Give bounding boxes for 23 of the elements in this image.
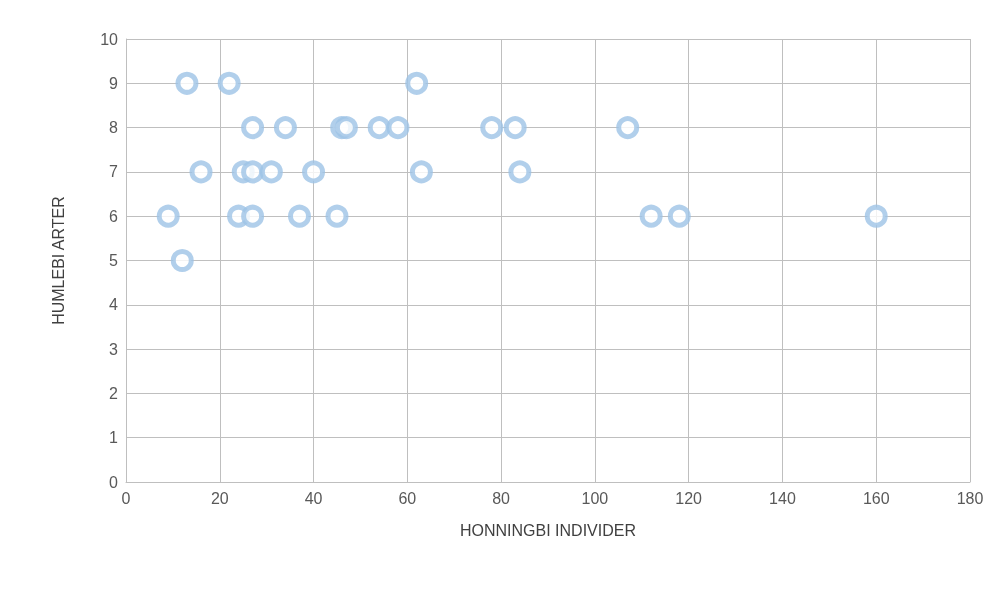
y-axis-title: HUMLEBI ARTER bbox=[49, 196, 67, 325]
x-tick-label: 160 bbox=[862, 489, 890, 507]
y-tick-label: 4 bbox=[109, 296, 119, 314]
y-tick-label: 5 bbox=[109, 252, 119, 269]
y-tick-label: 7 bbox=[109, 163, 119, 181]
x-tick-label: 60 bbox=[398, 489, 417, 507]
y-tick-label: 10 bbox=[100, 30, 119, 48]
y-tick-label: 8 bbox=[109, 119, 119, 137]
y-tick-label: 2 bbox=[109, 384, 119, 402]
y-tick-label: 1 bbox=[109, 429, 119, 447]
x-tick-label: 180 bbox=[956, 489, 984, 507]
x-tick-label: 120 bbox=[675, 489, 703, 507]
x-tick-label: 80 bbox=[492, 489, 511, 507]
y-tick-label: 6 bbox=[109, 207, 119, 225]
x-axis-title: HONNINGBI INDIVIDER bbox=[459, 521, 637, 539]
y-tick-label: 9 bbox=[109, 74, 119, 92]
x-tick-label: 0 bbox=[121, 489, 131, 507]
x-tick-label: 40 bbox=[304, 489, 323, 507]
y-tick-label: 0 bbox=[109, 473, 119, 491]
x-tick-label: 20 bbox=[210, 489, 229, 507]
y-tick-label: 3 bbox=[109, 340, 119, 358]
x-tick-label: 100 bbox=[581, 489, 609, 507]
x-tick-label: 140 bbox=[769, 489, 796, 507]
